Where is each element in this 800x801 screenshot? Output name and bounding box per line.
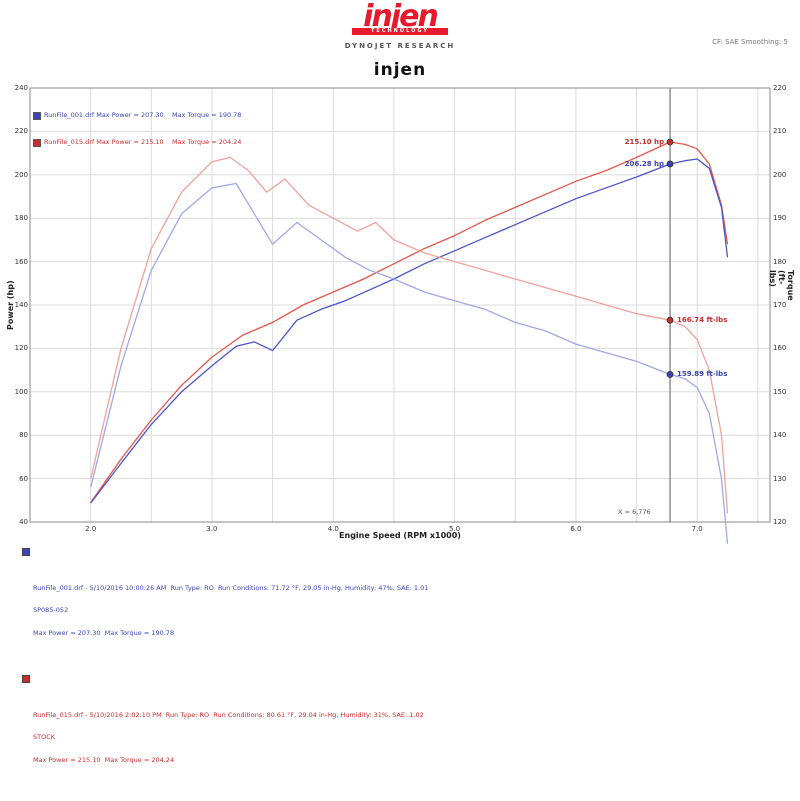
- axis-tick-label: 140: [773, 431, 787, 440]
- run1-annotation: RunFile_001.drf - 5/10/2016 10:00:26 AM …: [22, 547, 782, 667]
- run2-max-values: Max Power = 215.10 Max Torque = 204.24: [33, 755, 175, 764]
- cursor-marker-label: 206.28 hp: [624, 159, 665, 168]
- cursor-x-readout: X = 6,776: [618, 508, 651, 516]
- cursor-marker-dot: [666, 371, 674, 378]
- axis-tick-label: 130: [773, 474, 787, 483]
- legend-label-run2: RunFile_015.drf Max Power = 215.10 Max T…: [44, 138, 242, 146]
- run1-conditions: RunFile_001.drf - 5/10/2016 10:00:26 AM …: [33, 583, 429, 592]
- curve-right: [90, 182, 729, 544]
- run2-conditions: RunFile_015.drf - 5/10/2016 2:02:10 PM R…: [33, 710, 424, 719]
- run2-annotation: RunFile_015.drf - 5/10/2016 2:02:10 PM R…: [22, 674, 782, 794]
- axis-tick-label: 7.0: [691, 525, 703, 533]
- axis-tick-label: 80: [19, 431, 28, 440]
- run2-bullet-icon: [22, 675, 30, 683]
- axis-tick-label: 180: [773, 257, 787, 266]
- axis-tick-label: 120: [773, 518, 787, 526]
- x-axis-label: Engine Speed (RPM x1000): [339, 531, 461, 540]
- curve-left: [90, 158, 729, 504]
- cursor-marker-dot: [666, 138, 674, 146]
- legend-swatch-blue: [33, 111, 41, 120]
- axis-tick-label: 120: [14, 344, 28, 353]
- run2-tag: STOCK: [33, 733, 56, 741]
- axis-tick-label: 2.0: [85, 525, 97, 533]
- axis-tick-label: 220: [14, 127, 28, 136]
- cursor-marker-label: 166.74 ft-lbs: [677, 316, 728, 325]
- axis-tick-label: 170: [773, 301, 787, 309]
- axis-tick-label: 3.0: [206, 525, 218, 533]
- axis-tick-label: 240: [14, 84, 28, 92]
- axis-tick-label: 190: [773, 214, 787, 223]
- axis-tick-label: 160: [14, 257, 28, 266]
- cursor-marker-label: 159.89 ft-lbs: [677, 370, 728, 379]
- plot-border: [29, 87, 771, 523]
- axis-tick-label: 200: [773, 170, 787, 179]
- curve-right: [90, 156, 729, 514]
- axis-tick-label: 210: [773, 127, 787, 136]
- correction-smoothing-label: CF: SAE Smoothing: 5: [712, 38, 788, 46]
- axis-tick-label: 140: [14, 301, 28, 309]
- cursor-marker-label: 215.10 hp: [624, 138, 665, 147]
- page-title: injen: [373, 60, 427, 80]
- injen-logo-subtext: TECHNOLOGY: [352, 28, 448, 35]
- dynojet-research-label: DYNOJET RESEARCH: [344, 42, 456, 50]
- legend-row-run2: RunFile_015.drf Max Power = 215.10 Max T…: [33, 138, 241, 147]
- dyno-chart-plot: [29, 87, 771, 544]
- axis-tick-label: 6.0: [570, 525, 582, 533]
- run1-bullet-icon: [22, 548, 30, 556]
- run1-tag: SP085-052: [33, 606, 69, 614]
- injen-logo-text: injen: [363, 0, 439, 34]
- axis-tick-label: 220: [773, 84, 787, 92]
- run1-max-values: Max Power = 207.30 Max Torque = 190.78: [33, 628, 175, 637]
- legend-row-run1: RunFile_001.drf Max Power = 207.30 Max T…: [33, 111, 241, 120]
- cursor-marker-dot: [666, 160, 674, 168]
- axis-tick-label: 60: [19, 474, 28, 483]
- legend: RunFile_001.drf Max Power = 207.30 Max T…: [33, 93, 241, 156]
- axis-tick-label: 200: [14, 170, 28, 179]
- axis-tick-label: 40: [19, 518, 28, 526]
- cursor-marker-dot: [666, 316, 674, 324]
- legend-swatch-red: [33, 138, 41, 147]
- axis-tick-label: 180: [14, 214, 28, 223]
- run-annotations: RunFile_001.drf - 5/10/2016 10:00:26 AM …: [22, 547, 782, 801]
- axis-tick-label: 160: [773, 344, 787, 353]
- curve-left: [90, 141, 729, 503]
- y-axis-right-label: Torque (ft-lbs): [768, 270, 795, 301]
- axis-tick-label: 100: [14, 387, 28, 396]
- injen-logo: injen TECHNOLOGY: [0, 2, 800, 35]
- axis-tick-label: 4.0: [327, 525, 339, 533]
- axis-tick-label: 150: [773, 387, 787, 396]
- axis-tick-label: 5.0: [449, 525, 461, 533]
- legend-label-run1: RunFile_001.drf Max Power = 207.30 Max T…: [44, 111, 242, 119]
